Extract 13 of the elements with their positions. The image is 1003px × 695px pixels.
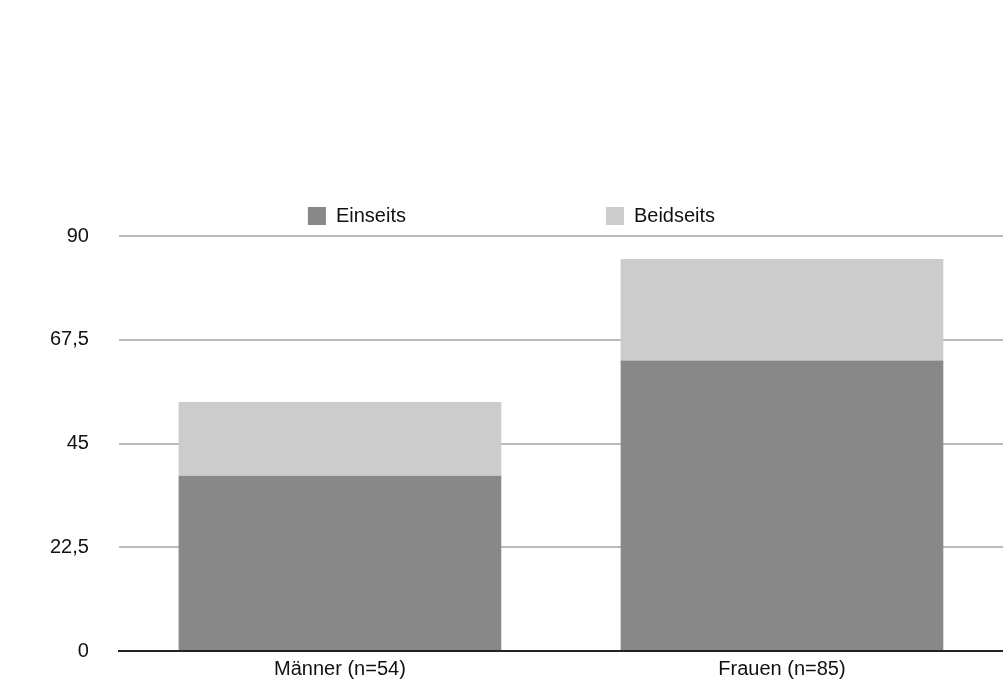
x-tick-label: Frauen (n=85) <box>718 656 846 679</box>
y-tick-label: 67,5 <box>49 327 89 350</box>
bar <box>178 402 502 476</box>
bar <box>620 259 944 361</box>
bar <box>620 360 944 650</box>
bar <box>178 475 502 650</box>
y-tick-label: 45 <box>66 431 89 454</box>
y-tick-label: 22,5 <box>49 534 89 557</box>
legend-label: Beidseits <box>633 203 716 226</box>
legend-label: Einseits <box>335 203 406 226</box>
y-tick-label: 0 <box>77 638 89 661</box>
y-tick-label: 90 <box>66 223 89 246</box>
x-tick-label: Männer (n=54) <box>274 656 406 679</box>
